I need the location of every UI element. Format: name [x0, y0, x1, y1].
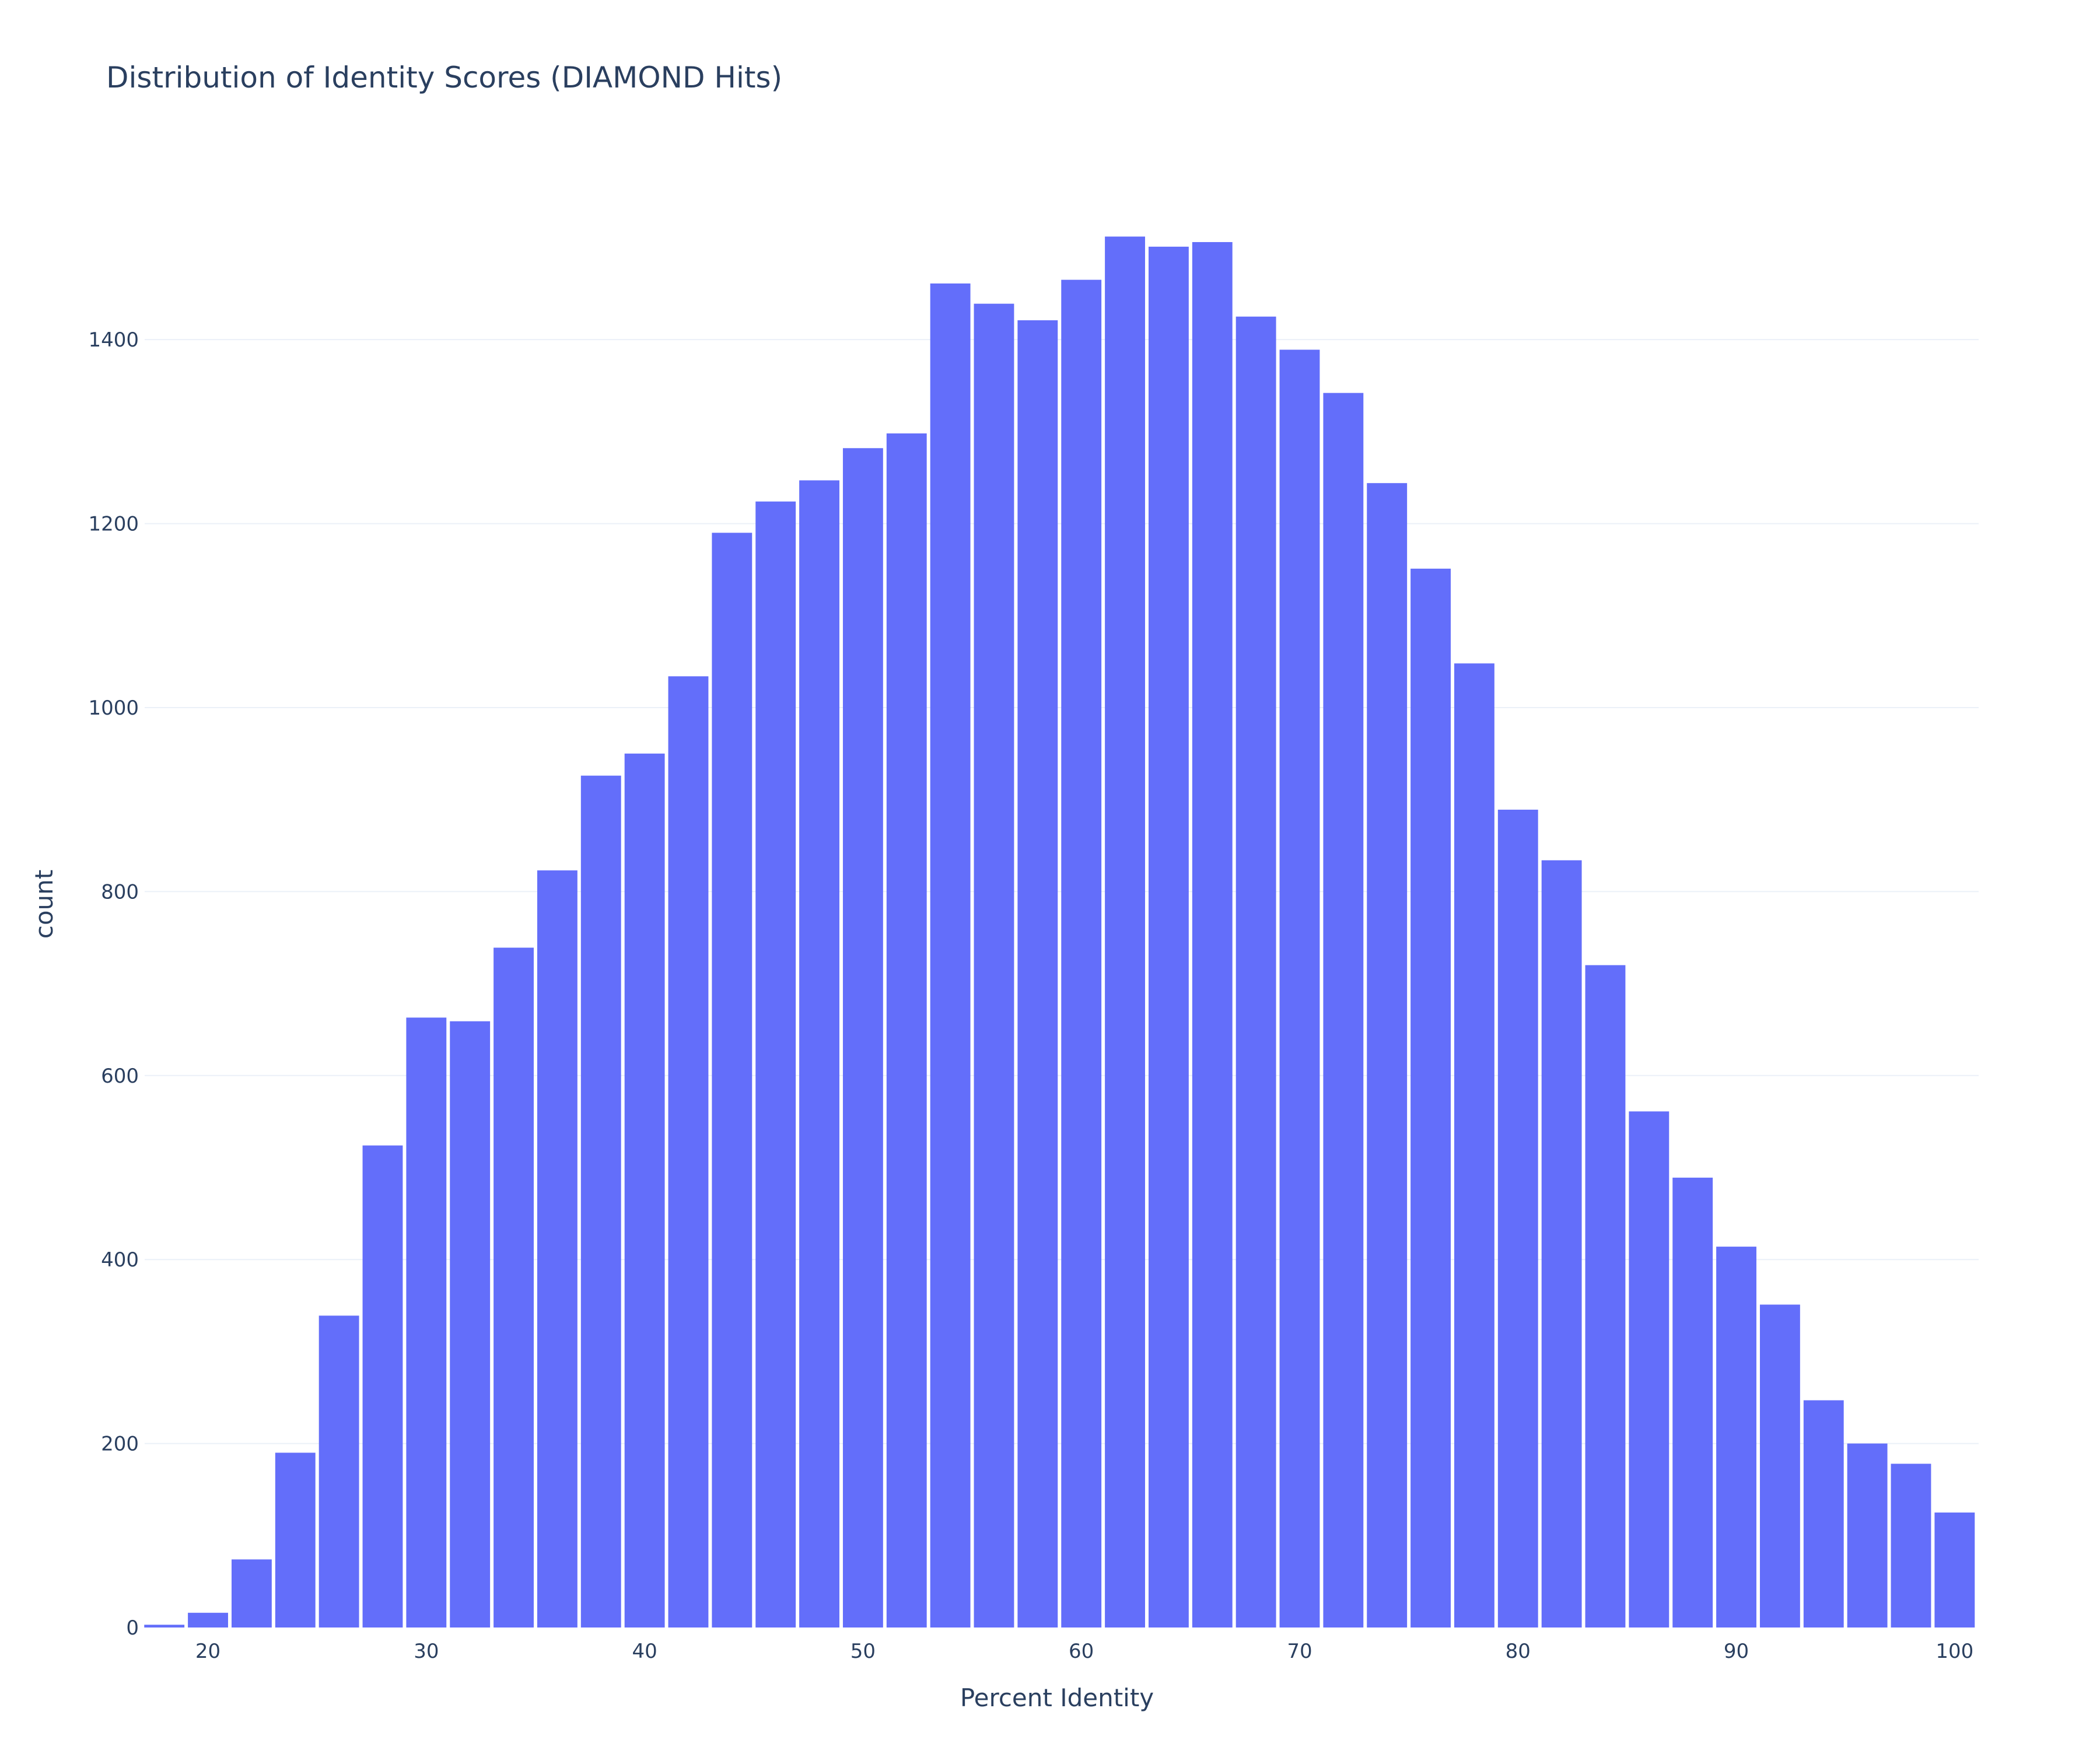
histogram-bar — [1672, 1177, 1713, 1628]
histogram-bar — [231, 1559, 272, 1628]
histogram-bar — [1585, 965, 1626, 1628]
histogram-bar — [188, 1612, 228, 1628]
histogram-bar — [1236, 316, 1276, 1628]
histogram-bar — [144, 1625, 185, 1628]
y-tick-label: 1000 — [88, 696, 139, 720]
histogram-bar — [930, 283, 971, 1628]
histogram-bar — [1148, 246, 1189, 1628]
histogram-bar — [1061, 279, 1102, 1628]
histogram-bar — [974, 303, 1014, 1628]
y-tick-label: 600 — [101, 1065, 139, 1088]
histogram-bar — [755, 501, 796, 1628]
y-tick-label: 400 — [101, 1248, 139, 1272]
y-tick-label: 0 — [126, 1616, 139, 1640]
histogram-bar — [668, 676, 709, 1628]
histogram-bar — [275, 1452, 316, 1628]
histogram-bar — [624, 753, 665, 1628]
histogram-bar — [1847, 1443, 1888, 1628]
histogram-bar — [1367, 483, 1408, 1628]
histogram-bar — [799, 480, 839, 1628]
histogram-bar — [494, 947, 534, 1628]
y-tick-label: 800 — [101, 880, 139, 904]
x-tick-label: 80 — [1506, 1640, 1531, 1663]
histogram-bar — [1891, 1464, 1931, 1628]
histogram-bar — [1759, 1304, 1800, 1628]
histogram-bar — [842, 448, 883, 1628]
chart-title: Distribution of Identity Scores (DIAMOND… — [106, 61, 782, 94]
histogram-bar — [450, 1021, 491, 1628]
histogram-bar — [406, 1017, 447, 1628]
y-axis-title: count — [30, 870, 58, 939]
histogram-bar — [1454, 663, 1494, 1628]
y-tick-label: 200 — [101, 1433, 139, 1456]
bars — [144, 236, 1975, 1628]
histogram-bar — [318, 1315, 359, 1628]
histogram-bar — [1279, 349, 1320, 1628]
x-tick-label: 40 — [632, 1640, 657, 1663]
x-tick-label: 70 — [1287, 1640, 1312, 1663]
histogram-bar — [362, 1145, 403, 1628]
histogram-bar — [1497, 810, 1538, 1628]
histogram-bar — [1629, 1111, 1670, 1628]
histogram-bar — [1323, 393, 1364, 1628]
histogram-bar — [1410, 568, 1451, 1628]
x-tick-label: 20 — [195, 1640, 220, 1663]
y-tick-label: 1400 — [88, 328, 139, 352]
histogram-bar — [537, 870, 578, 1628]
histogram-bar — [1803, 1400, 1844, 1628]
x-tick-label: 100 — [1936, 1640, 1973, 1663]
histogram-bar — [712, 533, 752, 1628]
histogram-bar — [1017, 320, 1058, 1628]
x-tick-label: 50 — [850, 1640, 876, 1663]
x-tick-labels: 20 30 40 50 60 70 80 90 100 — [195, 1640, 1973, 1663]
x-tick-label: 30 — [414, 1640, 439, 1663]
histogram-bar — [886, 433, 927, 1628]
histogram-bar — [1541, 860, 1582, 1628]
y-tick-label: 1200 — [88, 513, 139, 536]
histogram-bar — [1934, 1512, 1975, 1628]
histogram-bar — [580, 775, 621, 1628]
y-tick-labels: 0 200 400 600 800 1000 1200 1400 — [88, 328, 139, 1640]
histogram-bar — [1105, 236, 1145, 1628]
x-tick-label: 60 — [1069, 1640, 1094, 1663]
x-tick-label: 90 — [1724, 1640, 1749, 1663]
histogram-bar — [1192, 242, 1233, 1628]
x-axis-title: Percent Identity — [960, 1684, 1154, 1712]
histogram-bar — [1716, 1247, 1756, 1628]
